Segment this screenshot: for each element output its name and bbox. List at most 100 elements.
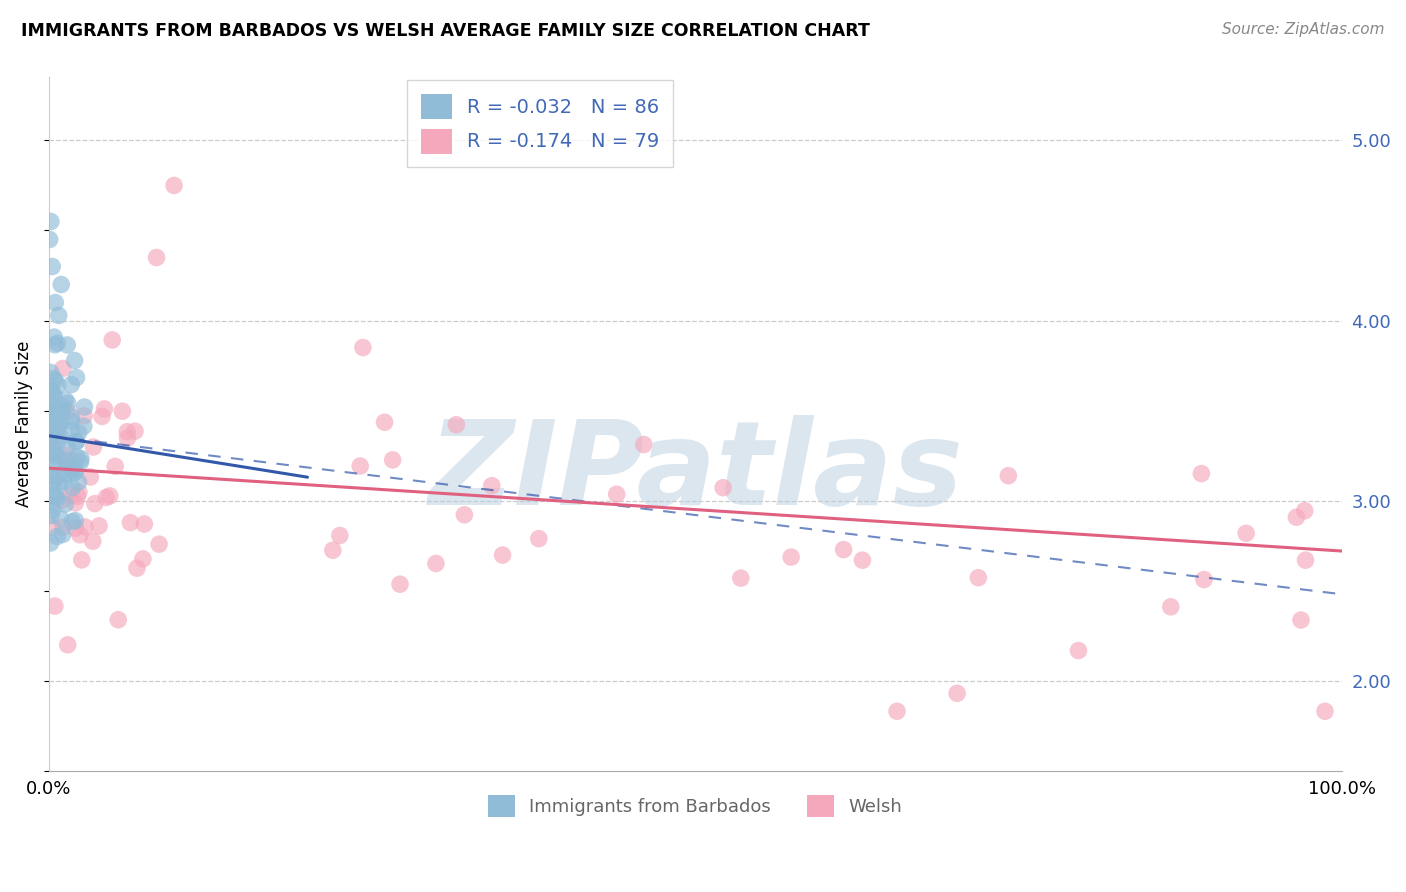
Point xyxy=(1295,553,1317,567)
Point xyxy=(49,429,72,443)
Point xyxy=(38,431,60,445)
Point xyxy=(63,353,86,368)
Point xyxy=(52,475,75,489)
Legend: Immigrants from Barbados, Welsh: Immigrants from Barbados, Welsh xyxy=(481,788,910,824)
Point xyxy=(56,338,79,352)
Point xyxy=(446,417,468,432)
Point xyxy=(60,377,83,392)
Point xyxy=(69,528,91,542)
Point xyxy=(52,399,75,413)
Point xyxy=(98,489,121,503)
Point xyxy=(1192,573,1215,587)
Point xyxy=(51,277,73,292)
Point xyxy=(39,446,62,460)
Point xyxy=(453,508,475,522)
Point xyxy=(60,414,83,428)
Point xyxy=(42,388,65,402)
Point xyxy=(73,400,96,414)
Point xyxy=(60,453,83,467)
Point xyxy=(322,543,344,558)
Text: IMMIGRANTS FROM BARBADOS VS WELSH AVERAGE FAMILY SIZE CORRELATION CHART: IMMIGRANTS FROM BARBADOS VS WELSH AVERAG… xyxy=(21,22,870,40)
Point xyxy=(70,553,93,567)
Point xyxy=(711,481,734,495)
Point xyxy=(53,448,76,462)
Point xyxy=(388,577,411,591)
Point xyxy=(46,409,69,424)
Point xyxy=(51,493,73,508)
Point xyxy=(53,392,76,407)
Point xyxy=(65,514,87,528)
Point xyxy=(82,440,104,454)
Point xyxy=(41,502,63,516)
Point xyxy=(44,445,66,459)
Point xyxy=(44,338,66,352)
Point xyxy=(41,405,63,419)
Point xyxy=(48,476,70,491)
Point xyxy=(39,469,62,483)
Point xyxy=(42,371,65,385)
Point xyxy=(66,489,89,503)
Point xyxy=(45,446,67,460)
Point xyxy=(56,638,79,652)
Point xyxy=(44,430,66,444)
Point xyxy=(67,485,90,500)
Point xyxy=(42,477,65,491)
Point xyxy=(93,401,115,416)
Point xyxy=(349,458,371,473)
Point xyxy=(42,410,65,425)
Point xyxy=(67,425,90,440)
Point xyxy=(1234,526,1257,541)
Point xyxy=(115,425,138,439)
Point xyxy=(125,561,148,575)
Point xyxy=(38,446,60,460)
Point xyxy=(44,488,66,502)
Point xyxy=(83,497,105,511)
Point xyxy=(832,542,855,557)
Point xyxy=(1285,510,1308,524)
Point xyxy=(886,704,908,718)
Point xyxy=(59,488,82,502)
Point xyxy=(145,251,167,265)
Point xyxy=(44,374,66,388)
Point xyxy=(527,532,550,546)
Point xyxy=(79,470,101,484)
Point xyxy=(73,409,96,423)
Point xyxy=(39,498,62,512)
Point xyxy=(56,404,79,418)
Point xyxy=(352,341,374,355)
Point xyxy=(44,420,66,434)
Point xyxy=(730,571,752,585)
Point xyxy=(117,431,139,445)
Point xyxy=(163,178,186,193)
Point xyxy=(65,434,87,449)
Point xyxy=(52,520,75,534)
Point xyxy=(997,468,1019,483)
Point xyxy=(1289,613,1312,627)
Point xyxy=(39,508,62,523)
Point xyxy=(42,456,65,470)
Point xyxy=(104,459,127,474)
Point xyxy=(481,478,503,492)
Point xyxy=(73,419,96,434)
Point xyxy=(56,396,79,410)
Point xyxy=(65,464,87,478)
Point xyxy=(67,475,90,489)
Point xyxy=(46,378,69,392)
Point xyxy=(381,453,404,467)
Point xyxy=(101,333,124,347)
Point xyxy=(55,454,77,468)
Point xyxy=(91,409,114,424)
Text: Source: ZipAtlas.com: Source: ZipAtlas.com xyxy=(1222,22,1385,37)
Point xyxy=(41,260,63,274)
Point xyxy=(967,571,990,585)
Point xyxy=(53,497,76,511)
Point xyxy=(46,424,69,438)
Point xyxy=(62,461,84,475)
Point xyxy=(606,487,628,501)
Point xyxy=(65,370,87,384)
Point xyxy=(1313,704,1336,718)
Point xyxy=(44,599,66,613)
Point xyxy=(42,330,65,344)
Point xyxy=(60,424,83,438)
Point xyxy=(45,491,67,505)
